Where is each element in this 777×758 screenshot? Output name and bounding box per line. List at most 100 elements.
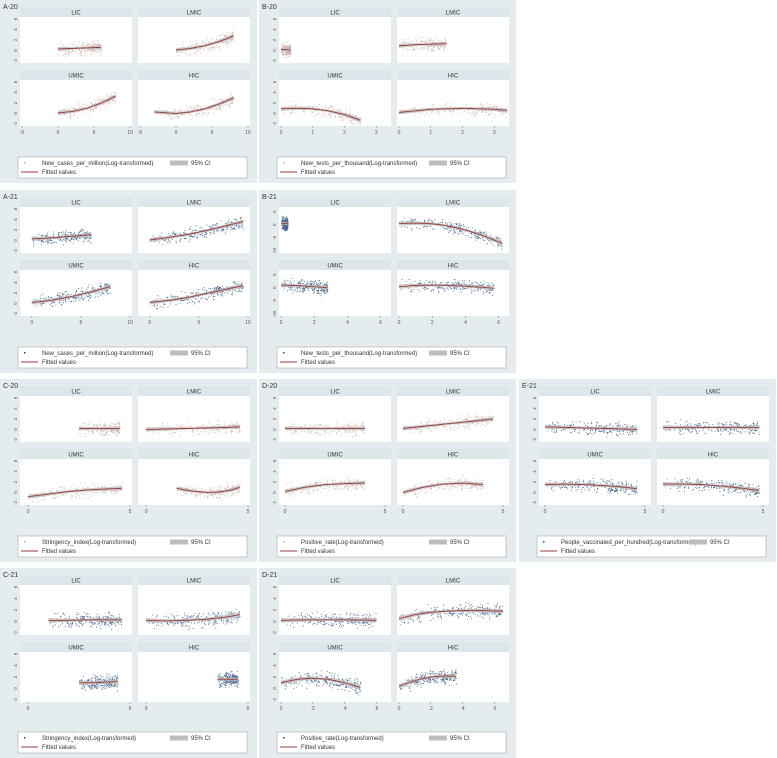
facet-umic: UMIC -2 0 2 4 6 0 5: [13, 642, 132, 712]
legend-line-label: Fitted values: [42, 170, 76, 176]
ci-band: [285, 480, 365, 494]
facet-strip: [138, 70, 250, 80]
y-tick-label: 2: [13, 675, 18, 678]
facet-strip: [20, 386, 132, 396]
legend-box: [276, 535, 507, 558]
x-tick-label: 5: [247, 706, 250, 712]
fitted-line: [280, 107, 361, 121]
x-tick-label: 5: [80, 320, 83, 326]
x-tick-label: 2: [313, 320, 316, 326]
legend: New_cases_per_million(Log-transformed) 95…: [17, 346, 248, 369]
y-tick-label: 2: [532, 480, 537, 483]
y-tick-label: -10: [272, 310, 277, 317]
y-tick-label: 6: [13, 80, 18, 83]
legend: Stringency_index(Log-transformed) 95% CI F…: [17, 535, 248, 558]
chart-a-20: A-20 LIC -2 0 2 4 6 LMIC UMIC -2 0 2 4 6 -5 0 5 10 HIC -5 0 5…: [0, 0, 257, 183]
y-tick-label: 4: [13, 281, 18, 284]
facet-hic: HIC 0 2 4 6: [397, 260, 509, 326]
y-tick-label: 0: [13, 620, 18, 623]
facet-strip: [539, 386, 651, 396]
y-tick-label: -2: [272, 698, 277, 702]
legend-ci-swatch: [429, 350, 447, 356]
plot-area: [539, 396, 651, 442]
scatter-points: [399, 602, 504, 626]
x-tick-label: 5: [762, 509, 765, 515]
x-tick-label: 10: [245, 320, 251, 326]
fitted-line: [398, 107, 508, 113]
facet-label: UMIC: [327, 646, 343, 652]
x-tick-label: 2: [431, 320, 434, 326]
facet-strip: [20, 642, 132, 652]
facet-strip: [279, 575, 391, 585]
facet-lmic: LMIC: [138, 197, 250, 253]
facet-label: LIC: [71, 390, 81, 396]
facet-hic: HIC 0 5: [138, 642, 250, 712]
y-tick-label: 2: [272, 480, 277, 483]
y-tick-label: 6: [272, 17, 277, 20]
facet-lic: LIC -2 0 2 4 6: [13, 7, 132, 63]
y-tick-label: -2: [532, 501, 537, 505]
y-tick-label: 0: [272, 428, 277, 431]
y-tick-label: -2: [13, 312, 18, 316]
chart-title: E-21: [522, 383, 537, 390]
x-tick-label: 0: [145, 509, 148, 515]
facet-strip: [397, 449, 509, 459]
facet-lmic: LMIC: [138, 575, 250, 635]
facet-strip: [397, 7, 509, 17]
x-tick-label: 0: [398, 130, 401, 136]
facet-lic: LIC -2 0 2 4 6: [272, 7, 391, 63]
chart-title: C-20: [3, 383, 18, 390]
legend-point-marker: [24, 352, 26, 354]
y-tick-label: -2: [13, 59, 18, 63]
fitted-line: [48, 619, 122, 621]
facet-label: HIC: [189, 264, 200, 270]
y-tick-label: -2: [272, 631, 277, 635]
fitted-line: [146, 426, 240, 430]
fitted-line: [281, 49, 291, 51]
legend-line-label: Fitted values: [561, 549, 595, 555]
y-tick-label: 2: [272, 675, 277, 678]
facet-label: UMIC: [68, 74, 84, 80]
facet-strip: [138, 386, 250, 396]
scatter-points: [404, 475, 484, 497]
facet-strip: [138, 642, 250, 652]
plot-area: [539, 459, 651, 505]
fitted-line: [57, 95, 116, 114]
x-tick-label: -5: [138, 130, 143, 136]
y-tick-label: -2: [272, 59, 277, 63]
x-tick-label: 2: [461, 130, 464, 136]
facet-lmic: LMIC: [138, 7, 250, 63]
legend-ci-swatch: [689, 539, 707, 545]
facet-strip: [138, 197, 250, 207]
fitted-line: [280, 677, 361, 688]
fitted-line: [398, 43, 447, 47]
x-tick-label: 2: [343, 130, 346, 136]
x-tick-label: 1: [429, 130, 432, 136]
y-tick-label: 0: [13, 112, 18, 115]
y-tick-label: 2: [13, 417, 18, 420]
fitted-line: [280, 619, 377, 621]
fitted-line: [58, 46, 102, 50]
facet-hic: HIC 0 5: [657, 449, 769, 515]
plot-area: [279, 396, 391, 442]
x-tick-label: 0: [662, 509, 665, 515]
y-tick-label: 2: [532, 417, 537, 420]
plot-area: [20, 17, 132, 63]
legend-ci-label: 95% CI: [710, 540, 730, 546]
fitted-line: [280, 284, 328, 289]
facet-hic: HIC 0 5 10: [138, 260, 251, 326]
y-tick-label: 4: [272, 664, 277, 667]
x-tick-label: 0: [27, 509, 30, 515]
facet-label: HIC: [708, 453, 719, 459]
facet-strip: [20, 70, 132, 80]
x-tick-label: 0: [280, 130, 283, 136]
y-tick-label: 2: [13, 291, 18, 294]
legend-ci-swatch: [429, 160, 447, 166]
y-tick-label: 6: [13, 585, 18, 588]
y-tick-label: 2: [13, 38, 18, 41]
y-tick-label: 6: [272, 80, 277, 83]
facet-label: UMIC: [327, 264, 343, 270]
chart-title: A-21: [3, 194, 18, 201]
legend-ci-swatch: [429, 539, 447, 545]
